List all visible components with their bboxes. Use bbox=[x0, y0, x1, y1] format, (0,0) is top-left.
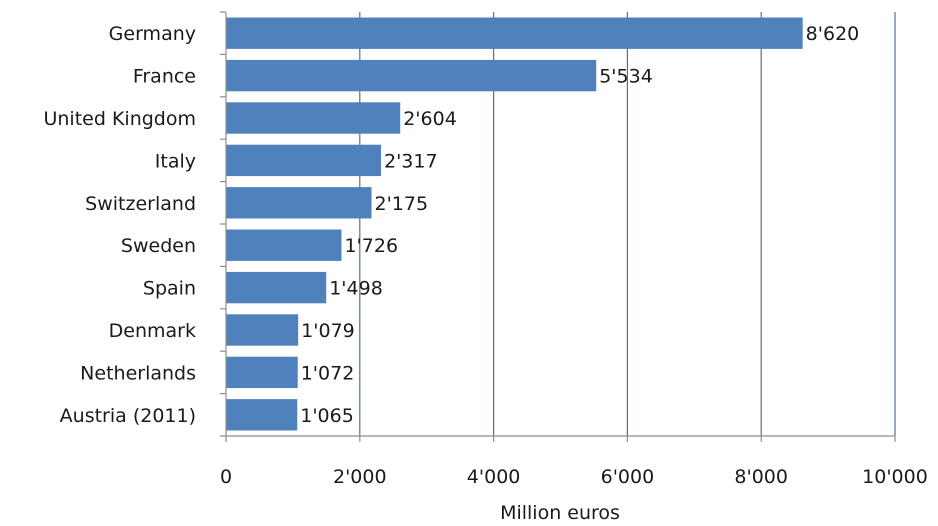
x-tick-label: 4'000 bbox=[467, 466, 521, 488]
data-label: 1'498 bbox=[329, 278, 383, 300]
data-label: 1'726 bbox=[344, 235, 398, 257]
labels: 8'620 Germany 5'534 France 2'604 United Kingd… bbox=[43, 23, 927, 488]
category-label: United Kingdom bbox=[43, 108, 196, 130]
data-label: 5'534 bbox=[599, 66, 653, 88]
bar bbox=[226, 356, 298, 389]
x-tick-label: 8'000 bbox=[734, 466, 788, 488]
category-label: Sweden bbox=[121, 235, 196, 257]
x-tick-label: 10'000 bbox=[862, 466, 928, 488]
axes bbox=[220, 11, 896, 442]
data-label: 2'317 bbox=[384, 150, 438, 172]
category-label: Switzerland bbox=[85, 193, 196, 215]
data-label: 2'604 bbox=[403, 108, 457, 130]
bar bbox=[226, 271, 327, 304]
x-tick-label: 6'000 bbox=[601, 466, 655, 488]
category-label: Italy bbox=[155, 150, 196, 172]
x-axis-title: Million euros bbox=[500, 502, 620, 524]
data-label: 8'620 bbox=[806, 23, 860, 45]
bar bbox=[226, 102, 401, 134]
bars bbox=[226, 17, 803, 431]
category-label: Netherlands bbox=[80, 362, 196, 384]
category-label: Austria (2011) bbox=[60, 405, 196, 427]
bar bbox=[226, 229, 342, 261]
data-label: 1'079 bbox=[301, 320, 355, 342]
bar bbox=[226, 187, 372, 219]
x-tick-label: 0 bbox=[220, 466, 232, 488]
bar bbox=[226, 399, 298, 431]
category-label: Denmark bbox=[109, 320, 196, 342]
data-label: 1'072 bbox=[301, 362, 355, 384]
category-label: Germany bbox=[109, 23, 196, 45]
bar bbox=[226, 144, 382, 177]
category-label: Spain bbox=[143, 278, 196, 300]
data-label: 2'175 bbox=[375, 193, 429, 215]
bar bbox=[226, 314, 299, 346]
category-label: France bbox=[133, 66, 196, 88]
bar bbox=[226, 17, 803, 49]
bar bbox=[226, 59, 597, 92]
x-tick-label: 2'000 bbox=[333, 466, 387, 488]
data-label: 1'065 bbox=[300, 405, 354, 427]
